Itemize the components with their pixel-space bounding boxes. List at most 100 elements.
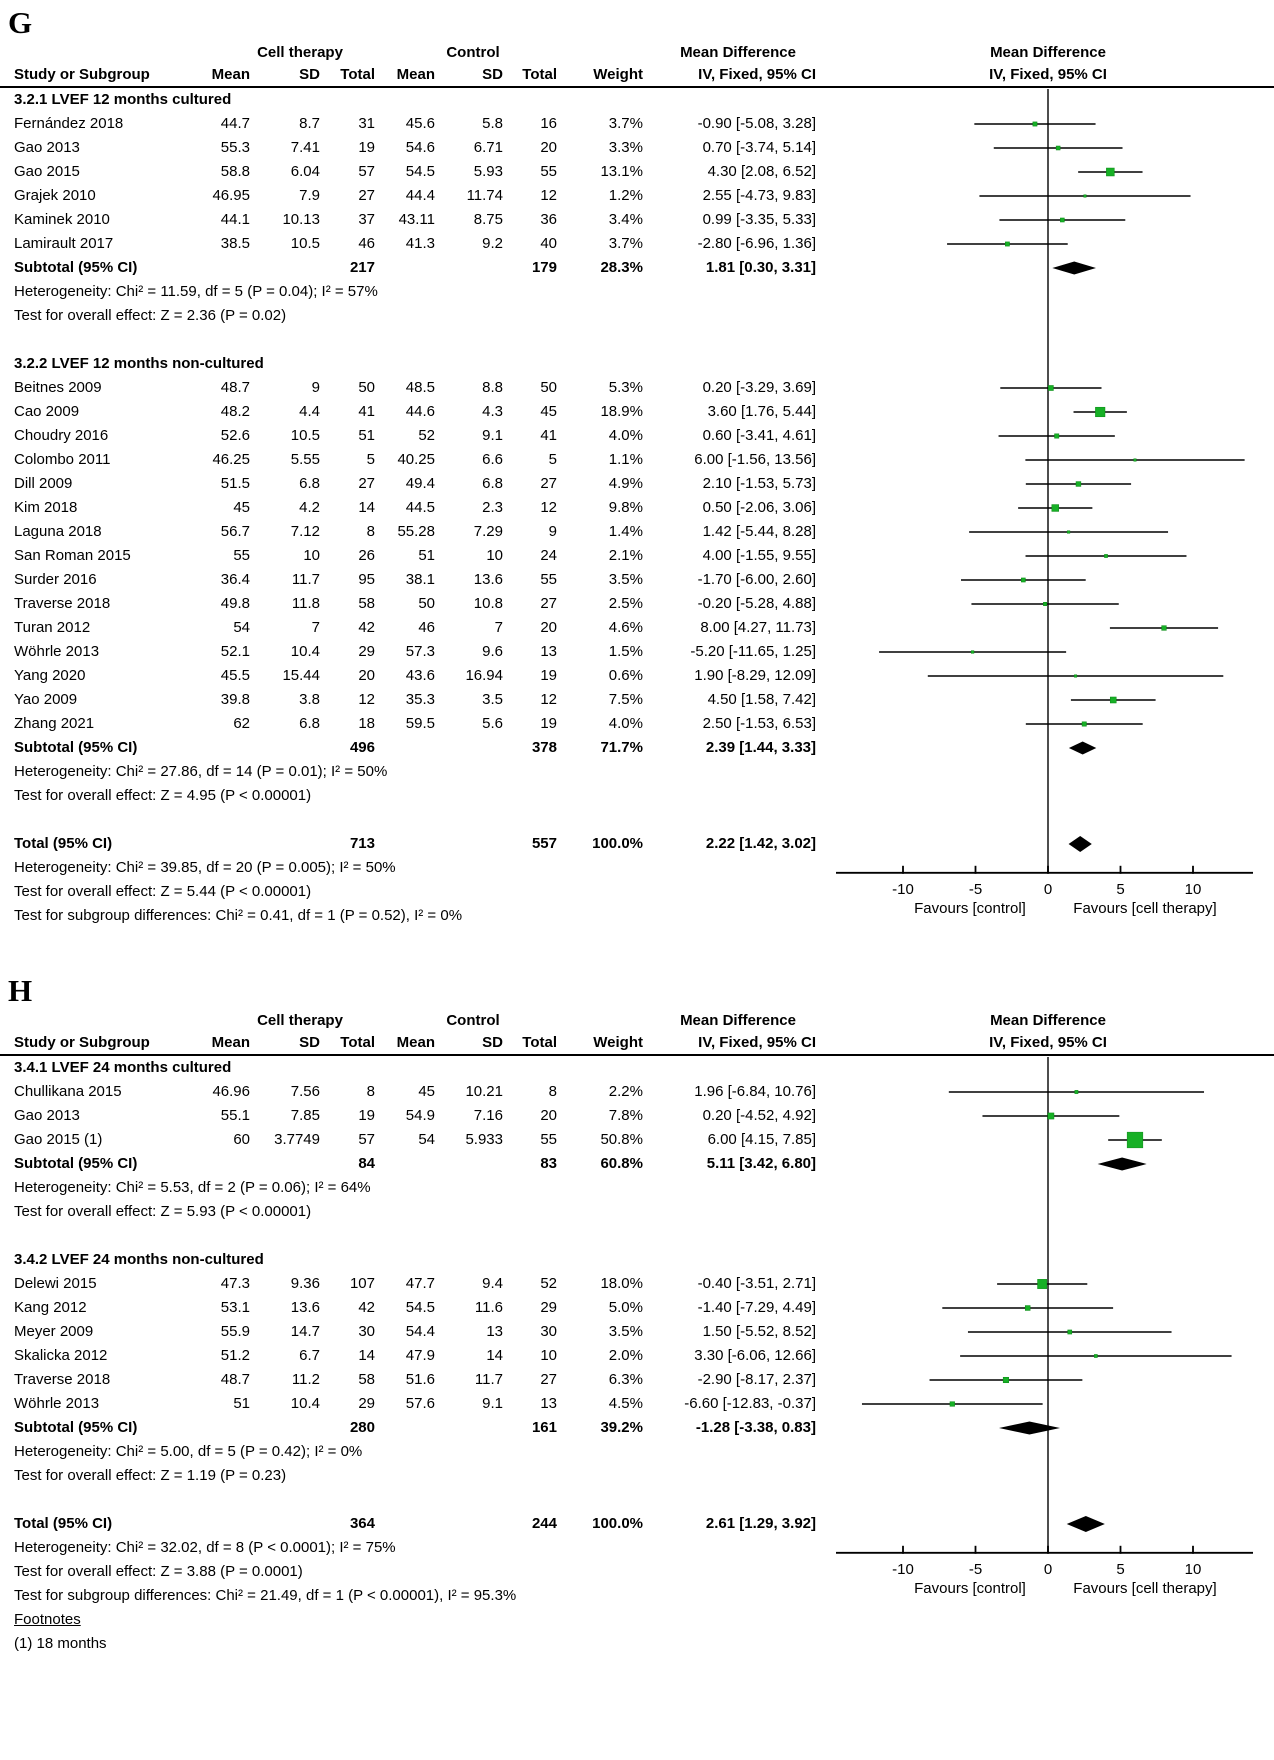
cell-3: 45.6 — [405, 115, 435, 132]
stat-text: Test for subgroup differences: Chi² = 0.… — [14, 907, 463, 924]
pooled-label: Total (95% CI) — [14, 1515, 113, 1532]
study-row: Gao 2015 (1) 60 3.7749 57 54 5.933 55 50.8% 6.00… — [0, 1128, 1274, 1152]
cell-2: 27 — [358, 475, 375, 492]
cell-3: 45 — [418, 1083, 435, 1100]
cell-7: -2.90 [-8.17, 2.37] — [697, 1371, 816, 1388]
cell-0: 55.1 — [220, 1107, 250, 1124]
study-row: Cao 2009 48.2 4.4 41 44.6 4.3 45 18.9% 3.60 [1.7… — [0, 400, 1274, 424]
group-control-label: Control — [446, 44, 500, 61]
cell-1: 5.55 — [290, 451, 320, 468]
cell-1: 15.44 — [282, 667, 320, 684]
subtotal-row: Subtotal (95% CI) 217 179 28.3% 1.81 [0.30, … — [0, 256, 1274, 280]
cell-7: 6.00 [4.15, 7.85] — [707, 1131, 816, 1148]
study-row: Delewi 2015 47.3 9.36 107 47.7 9.4 52 18.0% -0.4… — [0, 1272, 1274, 1296]
col-header-1: SD — [299, 66, 320, 83]
cell-6: 4.0% — [608, 715, 643, 732]
study-row: Meyer 2009 55.9 14.7 30 54.4 13 30 3.5% 1.50 [-5… — [0, 1320, 1274, 1344]
study-row: Skalicka 2012 51.2 6.7 14 47.9 14 10 2.0% 3.30 [… — [0, 1344, 1274, 1368]
cell-7: 1.50 [-5.52, 8.52] — [702, 1323, 816, 1340]
group-cell-therapy-label: Cell therapy — [257, 1012, 343, 1029]
cell-4: 5.6 — [482, 715, 503, 732]
cell-1: 3.8 — [299, 691, 320, 708]
cell-4: 6.6 — [482, 451, 503, 468]
stat-text: Heterogeneity: Chi² = 5.00, df = 5 (P = … — [14, 1443, 363, 1460]
spacer-row — [0, 1224, 1274, 1248]
cell-1: 7.41 — [290, 139, 320, 156]
cell-2: 27 — [358, 187, 375, 204]
subgroup-heading: 3.2.2 LVEF 12 months non-cultured — [14, 355, 264, 372]
pooled-label: Total (95% CI) — [14, 835, 113, 852]
cell-6: 100.0% — [592, 835, 643, 852]
forest-plot-h: Cell therapy Control Mean Difference Mean D… — [0, 1010, 1274, 1656]
cell-2: 37 — [358, 211, 375, 228]
col-header-4: SD — [482, 66, 503, 83]
cell-5: 50 — [540, 379, 557, 396]
study-row: Grajek 2010 46.95 7.9 27 44.4 11.74 12 1.2% 2.55… — [0, 184, 1274, 208]
cell-6: 3.5% — [608, 571, 643, 588]
col-header-7: IV, Fixed, 95% CI — [698, 1034, 816, 1051]
cell-4: 7.29 — [473, 523, 503, 540]
cell-2: 364 — [349, 1515, 375, 1532]
col-header-6: Weight — [593, 1034, 643, 1051]
study-column-label: Study or Subgroup — [14, 66, 150, 83]
cell-6: 2.2% — [608, 1083, 643, 1100]
cell-5: 5 — [548, 451, 557, 468]
study-name: Surder 2016 — [14, 571, 97, 588]
cell-6: 18.9% — [600, 403, 643, 420]
study-name: Cao 2009 — [14, 403, 80, 420]
cell-4: 5.93 — [473, 163, 503, 180]
cell-6: 7.8% — [608, 1107, 643, 1124]
spacer-row — [0, 328, 1274, 352]
stat-text-row: Heterogeneity: Chi² = 32.02, df = 8 (P <… — [0, 1536, 1274, 1560]
cell-5: 8 — [548, 1083, 557, 1100]
mean-difference-plot-label: Mean Difference — [990, 44, 1106, 61]
group-control-label: Control — [446, 1012, 500, 1029]
cell-2: 58 — [358, 595, 375, 612]
cell-3: 47.9 — [405, 1347, 435, 1364]
study-row: Gao 2013 55.1 7.85 19 54.9 7.16 20 7.8% 0.20 [-4… — [0, 1104, 1274, 1128]
panel-h: H Cell therapy Control Mean Difference Mean… — [0, 974, 1274, 1656]
study-row: Dill 2009 51.5 6.8 27 49.4 6.8 27 4.9% 2.10 [-1.… — [0, 472, 1274, 496]
cell-2: 30 — [358, 1323, 375, 1340]
stat-text-row: Test for overall effect: Z = 3.88 (P = 0… — [0, 1560, 1274, 1584]
study-name: Gao 2015 (1) — [14, 1131, 103, 1148]
cell-3: 55.28 — [397, 523, 435, 540]
study-row: San Roman 2015 55 10 26 51 10 24 2.1% 4.00 [-1.5… — [0, 544, 1274, 568]
cell-7: -1.70 [-6.00, 2.60] — [697, 571, 816, 588]
cell-6: 4.9% — [608, 475, 643, 492]
cell-5: 9 — [548, 523, 557, 540]
study-row: Yao 2009 39.8 3.8 12 35.3 3.5 12 7.5% 4.50 [1.58… — [0, 688, 1274, 712]
study-row: Kim 2018 45 4.2 14 44.5 2.3 12 9.8% 0.50 [-2.06,… — [0, 496, 1274, 520]
cell-3: 49.4 — [405, 475, 435, 492]
cell-7: 4.00 [-1.55, 9.55] — [702, 547, 816, 564]
cell-4: 3.5 — [482, 691, 503, 708]
stat-text: Test for overall effect: Z = 5.93 (P < 0… — [14, 1203, 312, 1220]
study-name: Fernández 2018 — [14, 115, 124, 132]
cell-0: 36.4 — [220, 571, 250, 588]
spacer-row — [0, 808, 1274, 832]
cell-6: 28.3% — [600, 259, 643, 276]
cell-1: 7.85 — [290, 1107, 320, 1124]
cell-5: 378 — [531, 739, 557, 756]
cell-5: 27 — [540, 475, 557, 492]
total-row: Total (95% CI) 364 244 100.0% 2.61 [1.29, 3.… — [0, 1512, 1274, 1536]
cell-2: 31 — [358, 115, 375, 132]
study-name: Kang 2012 — [14, 1299, 87, 1316]
cell-5: 19 — [540, 667, 557, 684]
cell-2: 8 — [366, 523, 375, 540]
cell-6: 7.5% — [608, 691, 643, 708]
study-row: Gao 2015 58.8 6.04 57 54.5 5.93 55 13.1% 4.30 [2… — [0, 160, 1274, 184]
cell-3: 54.6 — [405, 139, 435, 156]
cell-7: 2.61 [1.29, 3.92] — [705, 1515, 816, 1532]
cell-1: 10.5 — [290, 235, 320, 252]
cell-2: 713 — [349, 835, 375, 852]
study-name: Beitnes 2009 — [14, 379, 102, 396]
cell-1: 9 — [311, 379, 320, 396]
cell-4: 16.94 — [465, 667, 503, 684]
cell-3: 52 — [418, 427, 435, 444]
cell-5: 13 — [540, 643, 557, 660]
footnotes-heading: Footnotes — [14, 1611, 81, 1628]
cell-3: 47.7 — [405, 1275, 435, 1292]
cell-5: 20 — [540, 139, 557, 156]
cell-1: 7.9 — [299, 187, 320, 204]
